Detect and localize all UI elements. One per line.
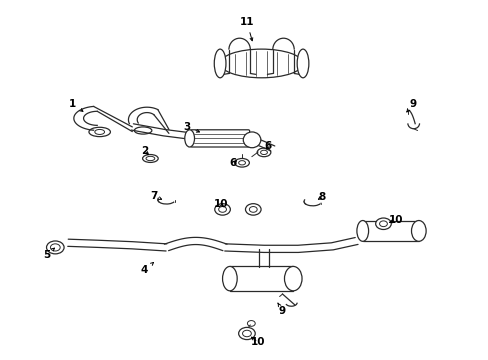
Ellipse shape — [222, 266, 237, 291]
Text: 8: 8 — [317, 192, 325, 202]
Text: 10: 10 — [387, 215, 402, 225]
Text: 9: 9 — [406, 99, 415, 112]
Ellipse shape — [375, 218, 390, 229]
Text: 9: 9 — [277, 303, 285, 316]
Text: 6: 6 — [229, 158, 236, 168]
Text: 5: 5 — [43, 248, 54, 260]
Ellipse shape — [297, 49, 308, 78]
Ellipse shape — [411, 221, 425, 241]
Text: 11: 11 — [239, 17, 254, 41]
Text: 10: 10 — [250, 337, 265, 347]
Text: 10: 10 — [213, 199, 228, 210]
Text: 7: 7 — [150, 191, 161, 201]
Ellipse shape — [214, 49, 225, 78]
Ellipse shape — [214, 204, 230, 215]
Text: 4: 4 — [141, 262, 153, 275]
Ellipse shape — [238, 327, 255, 339]
Text: 6: 6 — [264, 141, 271, 151]
Ellipse shape — [184, 130, 194, 147]
Ellipse shape — [356, 221, 368, 241]
Text: 1: 1 — [69, 99, 83, 111]
Text: 2: 2 — [141, 145, 148, 156]
Ellipse shape — [245, 204, 261, 215]
Text: 3: 3 — [183, 122, 199, 132]
Ellipse shape — [46, 241, 64, 254]
Ellipse shape — [284, 266, 302, 291]
Ellipse shape — [243, 132, 260, 148]
